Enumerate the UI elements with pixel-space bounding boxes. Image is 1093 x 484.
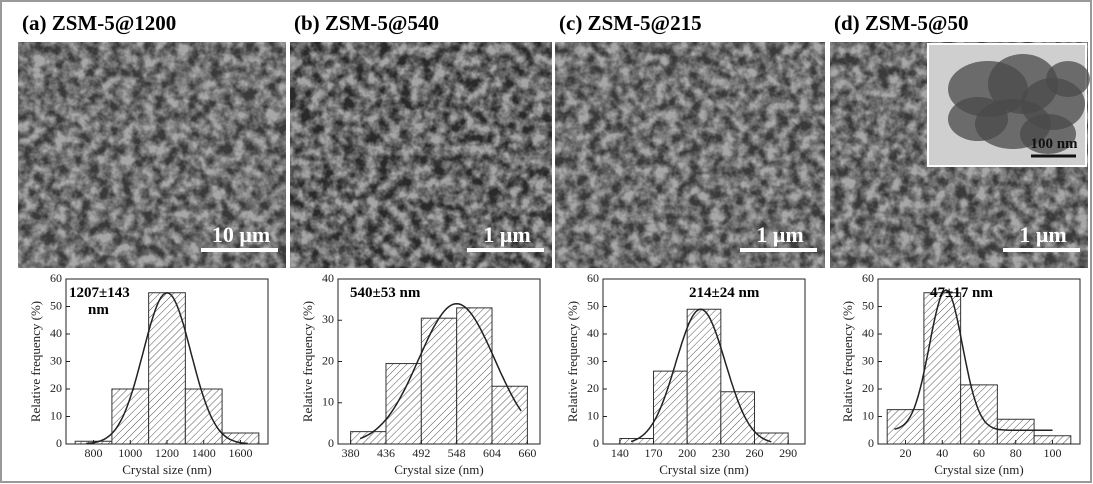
y-tick-label: 40 [587, 326, 599, 340]
y-tick-label: 40 [862, 326, 874, 340]
y-tick-label: 20 [50, 381, 62, 395]
y-tick-label: 0 [56, 436, 62, 450]
sem-image [18, 42, 286, 268]
y-tick-label: 50 [587, 298, 599, 312]
y-tick-label: 60 [862, 271, 874, 285]
x-tick-label: 260 [746, 446, 764, 460]
y-tick-label: 20 [322, 353, 334, 367]
x-axis-label: Crystal size (nm) [934, 462, 1024, 477]
x-tick-label: 200 [678, 446, 696, 460]
x-axis-label: Crystal size (nm) [394, 462, 484, 477]
x-tick-label: 604 [483, 446, 501, 460]
panel-title: (c) ZSM-5@215 [559, 11, 702, 35]
x-tick-label: 1600 [228, 446, 252, 460]
x-axis-label: Crystal size (nm) [122, 462, 212, 477]
y-tick-label: 60 [587, 271, 599, 285]
y-tick-label: 10 [587, 408, 599, 422]
x-tick-label: 40 [936, 446, 948, 460]
fit-curve [630, 308, 772, 443]
x-tick-label: 140 [611, 446, 629, 460]
bar [385, 363, 422, 445]
inset-particle [1020, 114, 1076, 154]
y-tick-label: 10 [862, 408, 874, 422]
y-tick-label: 0 [868, 436, 874, 450]
y-tick-label: 30 [862, 353, 874, 367]
inset-particle [1046, 61, 1090, 97]
y-tick-label: 20 [587, 381, 599, 395]
x-tick-label: 1000 [118, 446, 142, 460]
y-axis-label: Relative frequency (%) [840, 301, 855, 422]
y-tick-label: 10 [322, 395, 334, 409]
x-tick-label: 660 [518, 446, 536, 460]
bar [686, 308, 722, 445]
x-tick-label: 1400 [192, 446, 216, 460]
sem-image [290, 42, 552, 268]
annotation: 1207±143 [69, 285, 130, 301]
scale-bar-label: 1 μm [756, 222, 803, 247]
y-tick-label: 20 [862, 381, 874, 395]
x-tick-label: 20 [900, 446, 912, 460]
bar [148, 292, 186, 445]
bar [456, 307, 493, 445]
y-tick-label: 50 [862, 298, 874, 312]
bar [754, 432, 789, 445]
fit-curve [894, 289, 1053, 431]
y-tick-label: 30 [322, 312, 334, 326]
x-tick-label: 1200 [155, 446, 179, 460]
bar [491, 385, 528, 445]
sem-image [555, 42, 825, 268]
fit-curve [86, 292, 248, 445]
x-tick-label: 100 [1043, 446, 1061, 460]
y-tick-label: 50 [50, 298, 62, 312]
y-axis-label: Relative frequency (%) [300, 301, 315, 422]
inset-scale-label: 100 nm [1030, 136, 1078, 152]
x-tick-label: 230 [712, 446, 730, 460]
y-tick-label: 40 [322, 271, 334, 285]
x-tick-label: 60 [973, 446, 985, 460]
panel-title: (d) ZSM-5@50 [834, 11, 968, 35]
y-tick-label: 10 [50, 408, 62, 422]
x-tick-label: 170 [645, 446, 663, 460]
bar [653, 370, 688, 445]
fit-curve [359, 303, 522, 440]
x-tick-label: 436 [377, 446, 395, 460]
bar [960, 384, 998, 445]
scale-bar-label: 10 μm [212, 222, 270, 247]
bar [923, 292, 962, 445]
x-tick-label: 548 [448, 446, 466, 460]
y-axis-label: Relative frequency (%) [565, 301, 580, 422]
x-tick-label: 800 [85, 446, 103, 460]
annotation: 214±24 nm [689, 285, 760, 301]
bar [350, 431, 387, 445]
x-tick-label: 492 [412, 446, 430, 460]
y-tick-label: 60 [50, 271, 62, 285]
y-tick-label: 30 [587, 353, 599, 367]
x-tick-label: 80 [1010, 446, 1022, 460]
y-tick-label: 0 [593, 436, 599, 450]
y-tick-label: 0 [328, 436, 334, 450]
annotation: 47±17 nm [930, 285, 993, 301]
y-tick-label: 40 [50, 326, 62, 340]
scale-bar-label: 1 μm [1019, 222, 1066, 247]
y-axis-label: Relative frequency (%) [28, 301, 43, 422]
x-axis-label: Crystal size (nm) [659, 462, 749, 477]
x-tick-label: 290 [779, 446, 797, 460]
bar [886, 409, 925, 445]
scale-bar-label: 1 μm [483, 222, 530, 247]
panel-title: (a) ZSM-5@1200 [22, 11, 176, 35]
annotation: 540±53 nm [350, 285, 421, 301]
annotation: nm [88, 302, 109, 318]
panel-title: (b) ZSM-5@540 [294, 11, 439, 35]
x-tick-label: 380 [342, 446, 360, 460]
bar [420, 317, 458, 445]
y-tick-label: 30 [50, 353, 62, 367]
